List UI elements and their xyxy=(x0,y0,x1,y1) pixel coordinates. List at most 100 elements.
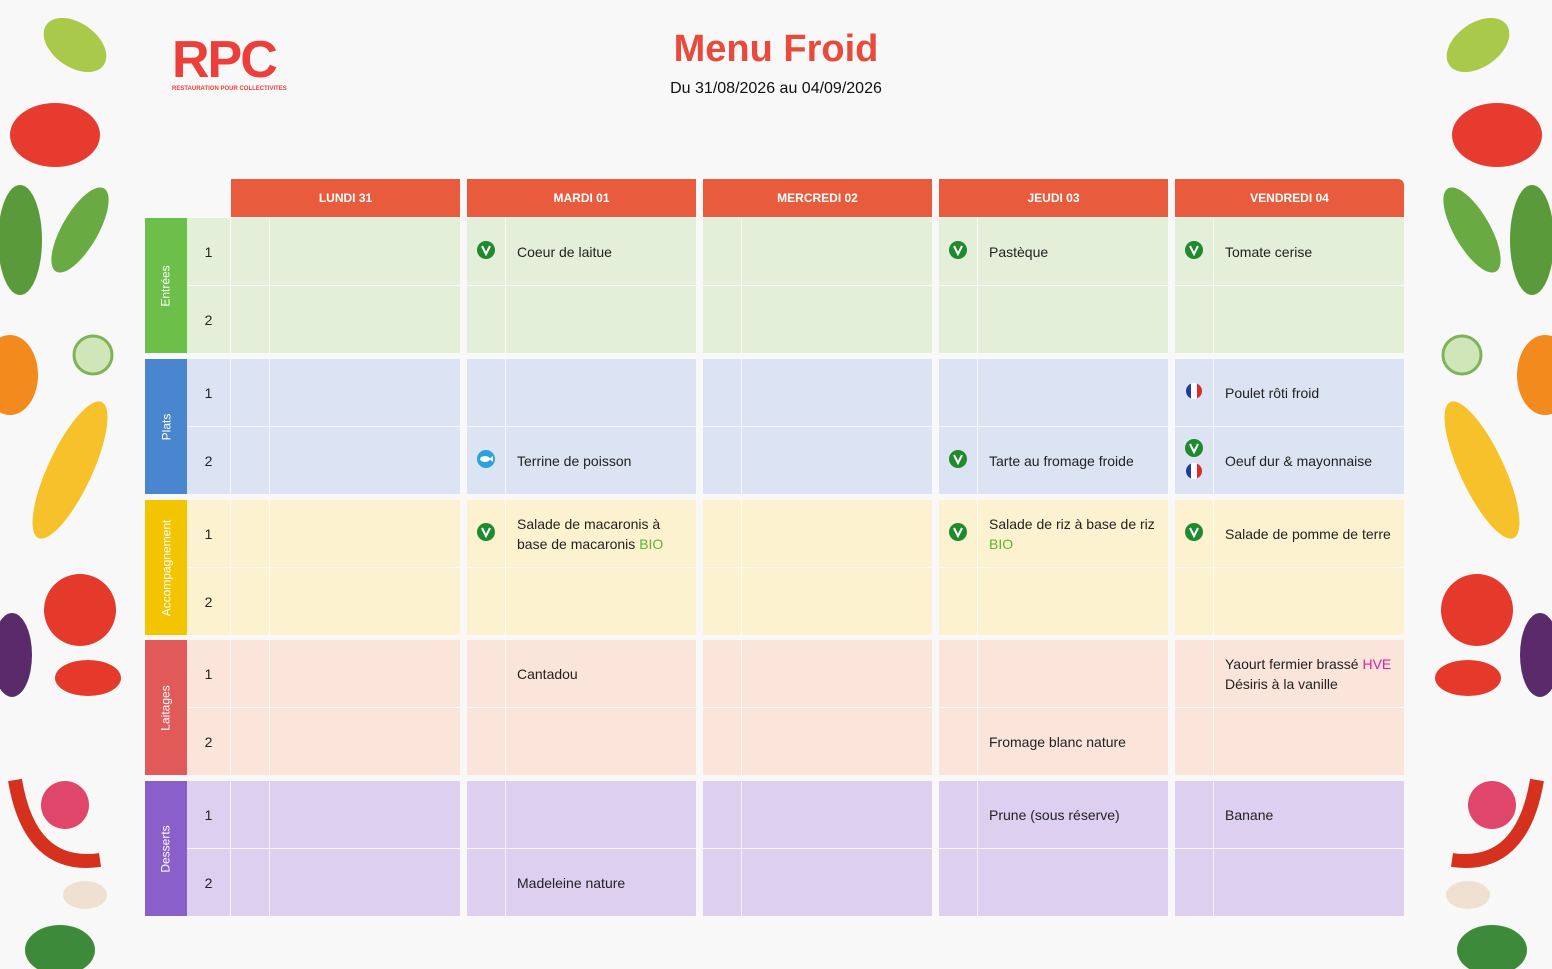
section-name: Accompagnement xyxy=(159,519,174,616)
right-vegetables xyxy=(1435,18,1552,969)
menu-cell xyxy=(939,568,1168,635)
icon-column xyxy=(269,640,270,707)
dish-note: Désiris à la vanille xyxy=(1225,675,1338,692)
icon-column xyxy=(977,708,978,775)
dish: Salade de riz à base de riz BIO xyxy=(989,500,1160,567)
icon-column xyxy=(1213,781,1214,848)
section-label: Plats xyxy=(145,359,187,494)
row-number: 2 xyxy=(187,568,230,635)
section-label: Desserts xyxy=(145,781,187,916)
icon-column xyxy=(269,568,270,635)
dish-name: Poulet rôti froid xyxy=(1225,384,1320,401)
dish-line: Salade de riz à base de riz BIO xyxy=(989,514,1160,554)
icon-column xyxy=(741,781,742,848)
dish-line: Yaourt fermier brassé HVE xyxy=(1225,654,1396,674)
menu-cell: Salade de macaronis à base de macaronis … xyxy=(467,500,696,567)
dish-name: Prune (sous réserve) xyxy=(989,806,1120,823)
dish-name: Madeleine nature xyxy=(517,874,626,891)
menu-cell xyxy=(231,781,460,848)
diet-icon-france xyxy=(1185,462,1203,483)
diet-icons xyxy=(949,218,967,285)
dish-name: Salade de pomme de terre xyxy=(1225,525,1391,542)
dish: Yaourt fermier brassé HVE Désiris à la va… xyxy=(1225,640,1396,707)
dish: Prune (sous réserve) xyxy=(989,781,1160,848)
icon-column xyxy=(1213,359,1214,426)
dish-name: Salade de macaronis à base de macaronis xyxy=(517,515,661,552)
diet-icons xyxy=(1185,500,1203,567)
section-name: Desserts xyxy=(159,824,173,873)
menu-cell xyxy=(467,781,696,848)
menu-cell xyxy=(1175,849,1404,916)
menu-cell xyxy=(231,708,460,775)
menu-cell xyxy=(467,286,696,353)
menu-cell xyxy=(467,359,696,426)
menu-cell: Cantadou xyxy=(467,640,696,707)
dish-name: Pastèque xyxy=(989,243,1049,260)
icon-column xyxy=(269,708,270,775)
dish-name: Fromage blanc nature xyxy=(989,733,1126,750)
row-number: 1 xyxy=(187,500,230,567)
diet-icon-vegetarian xyxy=(477,241,495,262)
dish: Oeuf dur & mayonnaise xyxy=(1225,427,1396,494)
icon-column xyxy=(1213,640,1214,707)
dish-label: BIO xyxy=(639,535,664,552)
dish-line: Tomate cerise xyxy=(1225,242,1396,262)
dish-name: Yaourt fermier brassé xyxy=(1225,655,1359,672)
diet-icons xyxy=(1185,218,1203,285)
menu-cell xyxy=(231,849,460,916)
dish-line: Terrine de poisson xyxy=(517,451,688,471)
diet-icon-fish xyxy=(477,450,495,471)
dish: Cantadou xyxy=(517,640,688,707)
dish: Madeleine nature xyxy=(517,849,688,916)
diet-icons xyxy=(477,218,495,285)
dish: Coeur de laitue xyxy=(517,218,688,285)
diet-icon-vegetarian xyxy=(477,523,495,544)
menu-cell xyxy=(231,427,460,494)
dish-line: Tarte au fromage froide xyxy=(989,451,1160,471)
icon-column xyxy=(1213,427,1214,494)
icon-column xyxy=(505,708,506,775)
menu-cell xyxy=(231,568,460,635)
menu-cell xyxy=(703,708,932,775)
menu-cell: Poulet rôti froid xyxy=(1175,359,1404,426)
icon-column xyxy=(741,500,742,567)
icon-column xyxy=(1213,218,1214,285)
menu-cell xyxy=(231,286,460,353)
menu-cell: Tarte au fromage froide xyxy=(939,427,1168,494)
icon-column xyxy=(977,640,978,707)
menu-cell xyxy=(703,500,932,567)
dish-line: Cantadou xyxy=(517,664,688,684)
icon-column xyxy=(505,849,506,916)
dish: Poulet rôti froid xyxy=(1225,359,1396,426)
dish-line: Poulet rôti froid xyxy=(1225,383,1396,403)
day-header: MERCREDI 02 xyxy=(703,179,932,217)
menu-cell: Coeur de laitue xyxy=(467,218,696,285)
icon-column xyxy=(505,359,506,426)
menu-cell xyxy=(703,427,932,494)
icon-column xyxy=(741,286,742,353)
icon-column xyxy=(505,218,506,285)
menu-cell xyxy=(703,286,932,353)
diet-icon-vegetarian xyxy=(949,241,967,262)
dish-line: Madeleine nature xyxy=(517,873,688,893)
menu-cell xyxy=(231,640,460,707)
menu-cell xyxy=(939,359,1168,426)
day-header: LUNDI 31 xyxy=(231,179,460,217)
diet-icon-vegetarian xyxy=(949,450,967,471)
icon-column xyxy=(977,500,978,567)
menu-cell xyxy=(703,218,932,285)
menu-cell xyxy=(703,849,932,916)
menu-cell: Salade de pomme de terre xyxy=(1175,500,1404,567)
icon-column xyxy=(269,427,270,494)
menu-cell xyxy=(231,500,460,567)
icon-column xyxy=(269,218,270,285)
icon-column xyxy=(741,427,742,494)
dish-name: Terrine de poisson xyxy=(517,452,632,469)
icon-column xyxy=(269,781,270,848)
menu-cell: Prune (sous réserve) xyxy=(939,781,1168,848)
icon-column xyxy=(977,781,978,848)
row-number: 2 xyxy=(187,708,230,775)
dish: Banane xyxy=(1225,781,1396,848)
menu-cell: Yaourt fermier brassé HVE Désiris à la va… xyxy=(1175,640,1404,707)
